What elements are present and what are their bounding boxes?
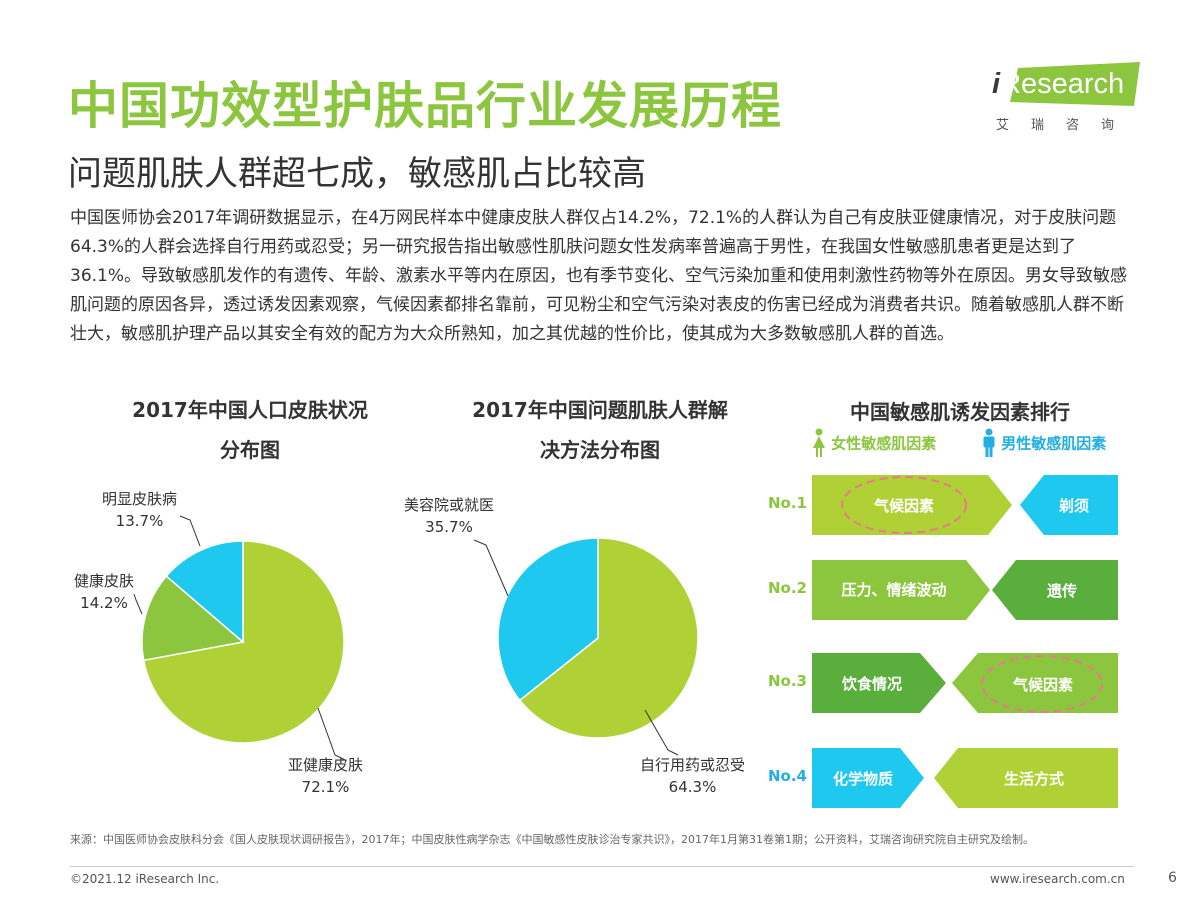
rank3-label: No.3 xyxy=(768,672,807,690)
chart2-title: 2017年中国问题肌肤人群解 决方法分布图 xyxy=(440,390,760,470)
iresearch-logo: iResearch 艾瑞咨询 xyxy=(990,62,1140,134)
rank4-female-text: 化学物质 xyxy=(832,770,893,788)
chart2-label-self: 自行用药或忍受 64.3% xyxy=(640,754,745,798)
rank2-female-text: 压力、情绪波动 xyxy=(841,581,947,599)
chart1-label-disease-value: 13.7% xyxy=(115,512,164,530)
rank1-female-box xyxy=(812,475,1012,535)
rank3-male-text: 气候因素 xyxy=(1012,676,1073,694)
page-number: 6 xyxy=(1168,870,1177,886)
chart1-leader-disease xyxy=(179,515,201,547)
rank2-male-box xyxy=(992,560,1118,620)
rank1-highlight-circle xyxy=(841,476,967,534)
copyright: ©2021.12 iResearch Inc. xyxy=(70,872,220,886)
chart1-title-line1: 2017年中国人口皮肤状况 xyxy=(132,398,368,422)
rank3-female-box xyxy=(812,653,946,713)
chart1-label-healthy-value: 14.2% xyxy=(80,594,128,612)
rank2-male-text: 遗传 xyxy=(1046,582,1077,600)
rank4-male-text: 生活方式 xyxy=(1003,770,1064,788)
chart1-slice-1 xyxy=(141,575,245,662)
page-title: 中国功效型护肤品行业发展历程 xyxy=(68,77,782,135)
chart1-leader-healthy xyxy=(133,593,143,615)
ranking-title: 中国敏感肌诱发因素排行 xyxy=(850,400,1070,424)
legend-male: 男性敏感肌因素 xyxy=(982,428,1106,458)
source-note: 来源：中国医师协会皮肤科分会《国人皮肤现状调研报告》，2017年；中国皮肤性病学… xyxy=(70,833,1034,846)
chart2-label-self-name: 自行用药或忍受 xyxy=(640,756,746,774)
page-subtitle: 问题肌肤人群超七成，敏感肌占比较高 xyxy=(68,154,646,194)
chart2-label-medical: 美容院或就医 35.7% xyxy=(404,494,494,538)
logo-text: iResearch xyxy=(992,68,1125,100)
chart2-label-medical-name: 美容院或就医 xyxy=(404,496,495,514)
website-link[interactable]: www.iresearch.com.cn xyxy=(990,872,1125,886)
chart1-label-subhealth-value: 72.1% xyxy=(301,778,350,796)
chart1-label-disease-name: 明显皮肤病 xyxy=(102,490,178,508)
chart1-label-subhealth-name: 亚健康皮肤 xyxy=(288,756,364,774)
logo-shape xyxy=(1010,62,1140,106)
logo-subtitle: 艾瑞咨询 xyxy=(996,118,1137,133)
legend-female: 女性敏感肌因素 xyxy=(812,428,936,458)
rank1-female-text: 气候因素 xyxy=(873,497,934,515)
rank1-male-box xyxy=(1020,475,1118,535)
rank4-female-box xyxy=(812,748,924,808)
male-icon xyxy=(983,428,995,457)
chart1-title-line2: 分布图 xyxy=(220,438,280,462)
chart2-label-self-value: 64.3% xyxy=(668,778,717,796)
chart1-title: 2017年中国人口皮肤状况 分布图 xyxy=(100,390,400,470)
chart1-label-subhealth: 亚健康皮肤 72.1% xyxy=(288,754,363,798)
chart2-label-medical-value: 35.7% xyxy=(425,518,473,536)
chart2-title-line2: 决方法分布图 xyxy=(540,438,660,462)
chart1-slice-2 xyxy=(165,540,244,644)
rank3-highlight-circle xyxy=(981,655,1103,713)
chart2-slice-1 xyxy=(497,537,599,702)
rank1-label: No.1 xyxy=(768,494,807,512)
chart2-slice-0 xyxy=(518,537,699,739)
rank4-male-box xyxy=(934,748,1118,808)
chart1-leader-subhealth xyxy=(317,707,346,761)
body-paragraph: 中国医师协会2017年调研数据显示，在4万网民样本中健康皮肤人群仅占14.2%，… xyxy=(70,208,1128,344)
female-icon xyxy=(813,428,825,457)
legend-female-label: 女性敏感肌因素 xyxy=(831,434,937,453)
footer-divider xyxy=(70,866,1134,867)
rank3-female-text: 饮食情况 xyxy=(841,675,902,693)
legend-male-label: 男性敏感肌因素 xyxy=(1001,434,1107,453)
chart2-leader-self xyxy=(644,709,679,756)
chart2-title-line1: 2017年中国问题肌肤人群解 xyxy=(472,398,728,422)
rank2-label: No.2 xyxy=(768,579,807,597)
rank1-male-text: 剃须 xyxy=(1058,497,1089,515)
chart1-label-healthy: 健康皮肤 14.2% xyxy=(74,570,134,614)
chart1-label-healthy-name: 健康皮肤 xyxy=(74,572,135,590)
chart2-leader-medical xyxy=(473,539,509,597)
rank4-label: No.4 xyxy=(768,767,807,785)
rank2-female-box xyxy=(812,560,990,620)
chart1-label-disease: 明显皮肤病 13.7% xyxy=(102,488,177,532)
